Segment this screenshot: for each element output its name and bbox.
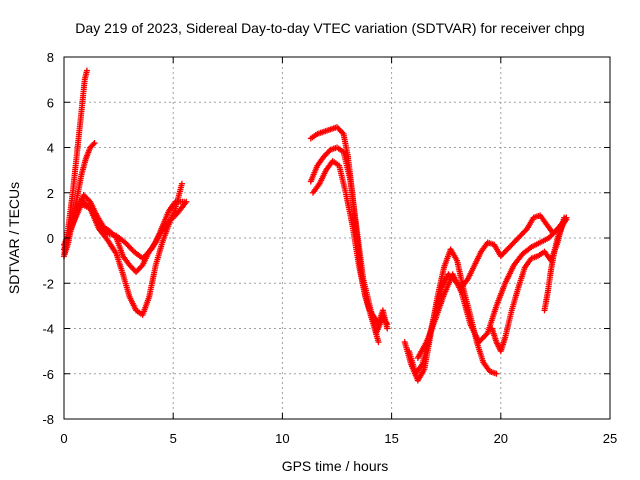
y-tick-label: 6	[47, 95, 54, 110]
data-point	[375, 339, 382, 346]
x-tick-label: 25	[603, 431, 617, 446]
data-point	[178, 180, 185, 187]
chart-title: Day 219 of 2023, Sidereal Day-to-day VTE…	[75, 20, 584, 36]
data-point	[483, 331, 490, 338]
series-track-f-afternoon-a	[307, 124, 391, 332]
series-track-m-late	[541, 214, 570, 314]
x-tick-label: 20	[494, 431, 508, 446]
y-tick-label: 2	[47, 186, 54, 201]
x-axis-label: GPS time / hours	[282, 458, 389, 474]
y-tick-label: 0	[47, 231, 54, 246]
y-tick-label: -8	[42, 412, 54, 427]
y-tick-label: -2	[42, 276, 54, 291]
data-point	[91, 139, 98, 146]
grid-lines	[64, 57, 610, 419]
x-axis: 0 5 10 15 20 25	[60, 57, 617, 446]
x-tick-label: 15	[384, 431, 398, 446]
y-tick-label: -4	[42, 322, 54, 337]
y-axis: -8 -6 -4 -2 0 2 4 6 8	[42, 50, 610, 427]
y-axis-label: SDTVAR / TECUs	[6, 182, 22, 294]
x-tick-label: 10	[275, 431, 289, 446]
y-tick-label: -6	[42, 367, 54, 382]
series-track-e-flat	[78, 196, 190, 262]
data-point	[563, 214, 570, 221]
data-point	[90, 141, 97, 148]
data-point	[183, 198, 190, 205]
y-tick-label: 4	[47, 141, 54, 156]
series-track-i-evening-a	[401, 246, 500, 384]
series-track-h-afternoon-c	[309, 158, 382, 346]
data-point	[384, 320, 391, 327]
data-points	[61, 67, 570, 384]
data-point	[83, 67, 90, 74]
x-tick-label: 5	[170, 431, 177, 446]
x-tick-label: 0	[60, 431, 67, 446]
y-tick-label: 8	[47, 50, 54, 65]
series-track-g-afternoon-b	[307, 144, 391, 337]
data-point	[493, 370, 500, 377]
